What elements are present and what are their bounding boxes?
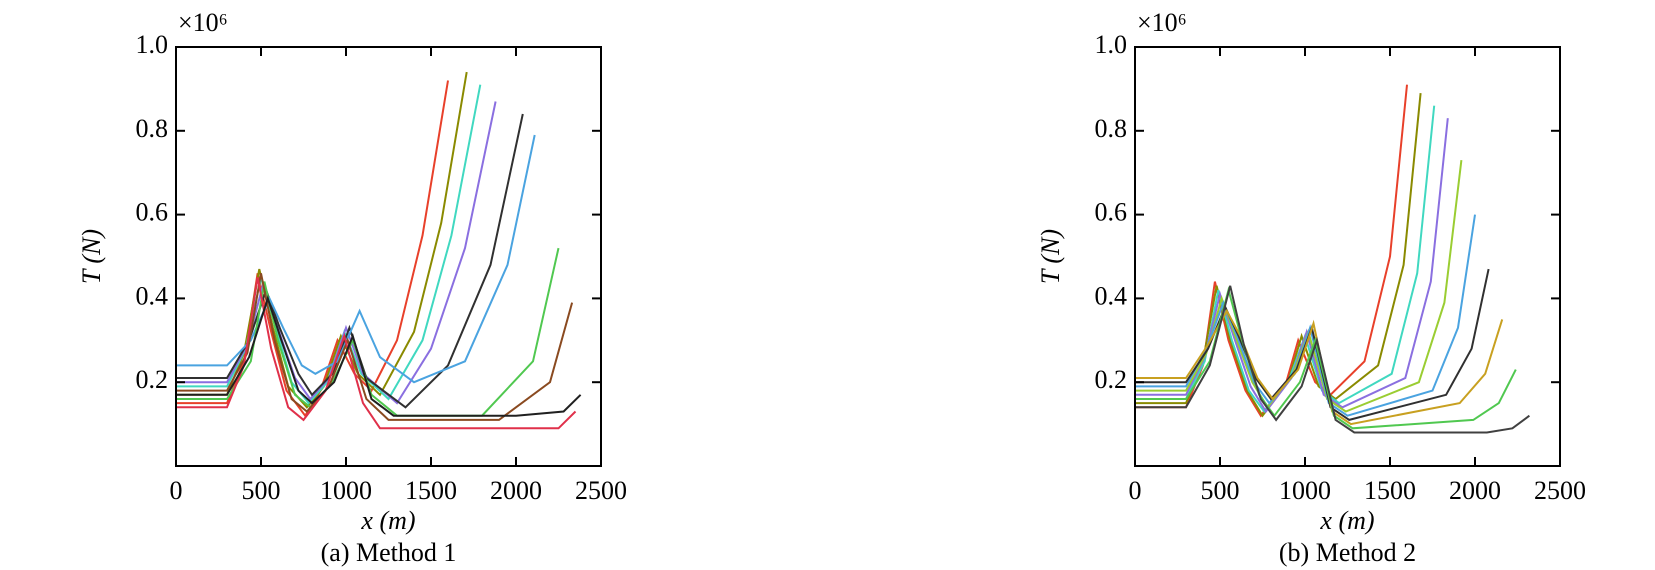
x-tick-label: 500 [242,476,281,505]
y-tick-label: 0.2 [1095,365,1128,394]
data-line [1135,84,1408,418]
y-tick-label: 0.6 [136,198,169,227]
x-tick-label: 500 [1201,476,1240,505]
caption: (b) Method 2 [1279,538,1416,567]
x-tick-label: 0 [170,476,183,505]
y-tick-label: 1.0 [1095,30,1128,59]
data-line [1135,285,1530,434]
data-line [176,273,574,421]
y-tick-label: 0.6 [1095,198,1128,227]
y-tick-label: 0.8 [136,114,169,143]
data-line [176,134,536,384]
data-line [1135,268,1490,421]
data-line [1135,159,1463,413]
y-axis-label: T (N) [1036,229,1065,284]
y-tick-label: 0.4 [1095,281,1128,310]
y-tick-label: 0.8 [1095,114,1128,143]
caption: (a) Method 1 [321,538,457,567]
y-tick-label: 0.4 [136,281,169,310]
x-axis-label: x (m) [360,506,415,535]
x-tick-label: 2500 [1534,476,1586,505]
data-line [1135,93,1422,418]
axis-multiplier: ×10⁶ [1137,8,1187,37]
x-tick-label: 2000 [490,476,542,505]
x-tick-label: 1500 [1364,476,1416,505]
y-tick-label: 1.0 [136,30,169,59]
data-line [176,295,582,417]
x-tick-label: 2000 [1449,476,1501,505]
x-tick-label: 1500 [405,476,457,505]
x-tick-label: 1000 [320,476,372,505]
x-axis-label: x (m) [1319,506,1374,535]
plot-frame [175,46,602,467]
x-tick-label: 0 [1129,476,1142,505]
data-line [176,71,468,409]
x-tick-label: 1000 [1279,476,1331,505]
data-line [176,277,577,430]
y-axis-label: T (N) [77,229,106,284]
y-tick-label: 0.2 [136,365,169,394]
plot-frame [1134,46,1561,467]
data-line [1135,308,1504,426]
data-line [1135,286,1517,430]
data-line [176,84,482,405]
axis-multiplier: ×10⁶ [178,8,228,37]
x-tick-label: 2500 [575,476,627,505]
data-line [1135,214,1476,417]
